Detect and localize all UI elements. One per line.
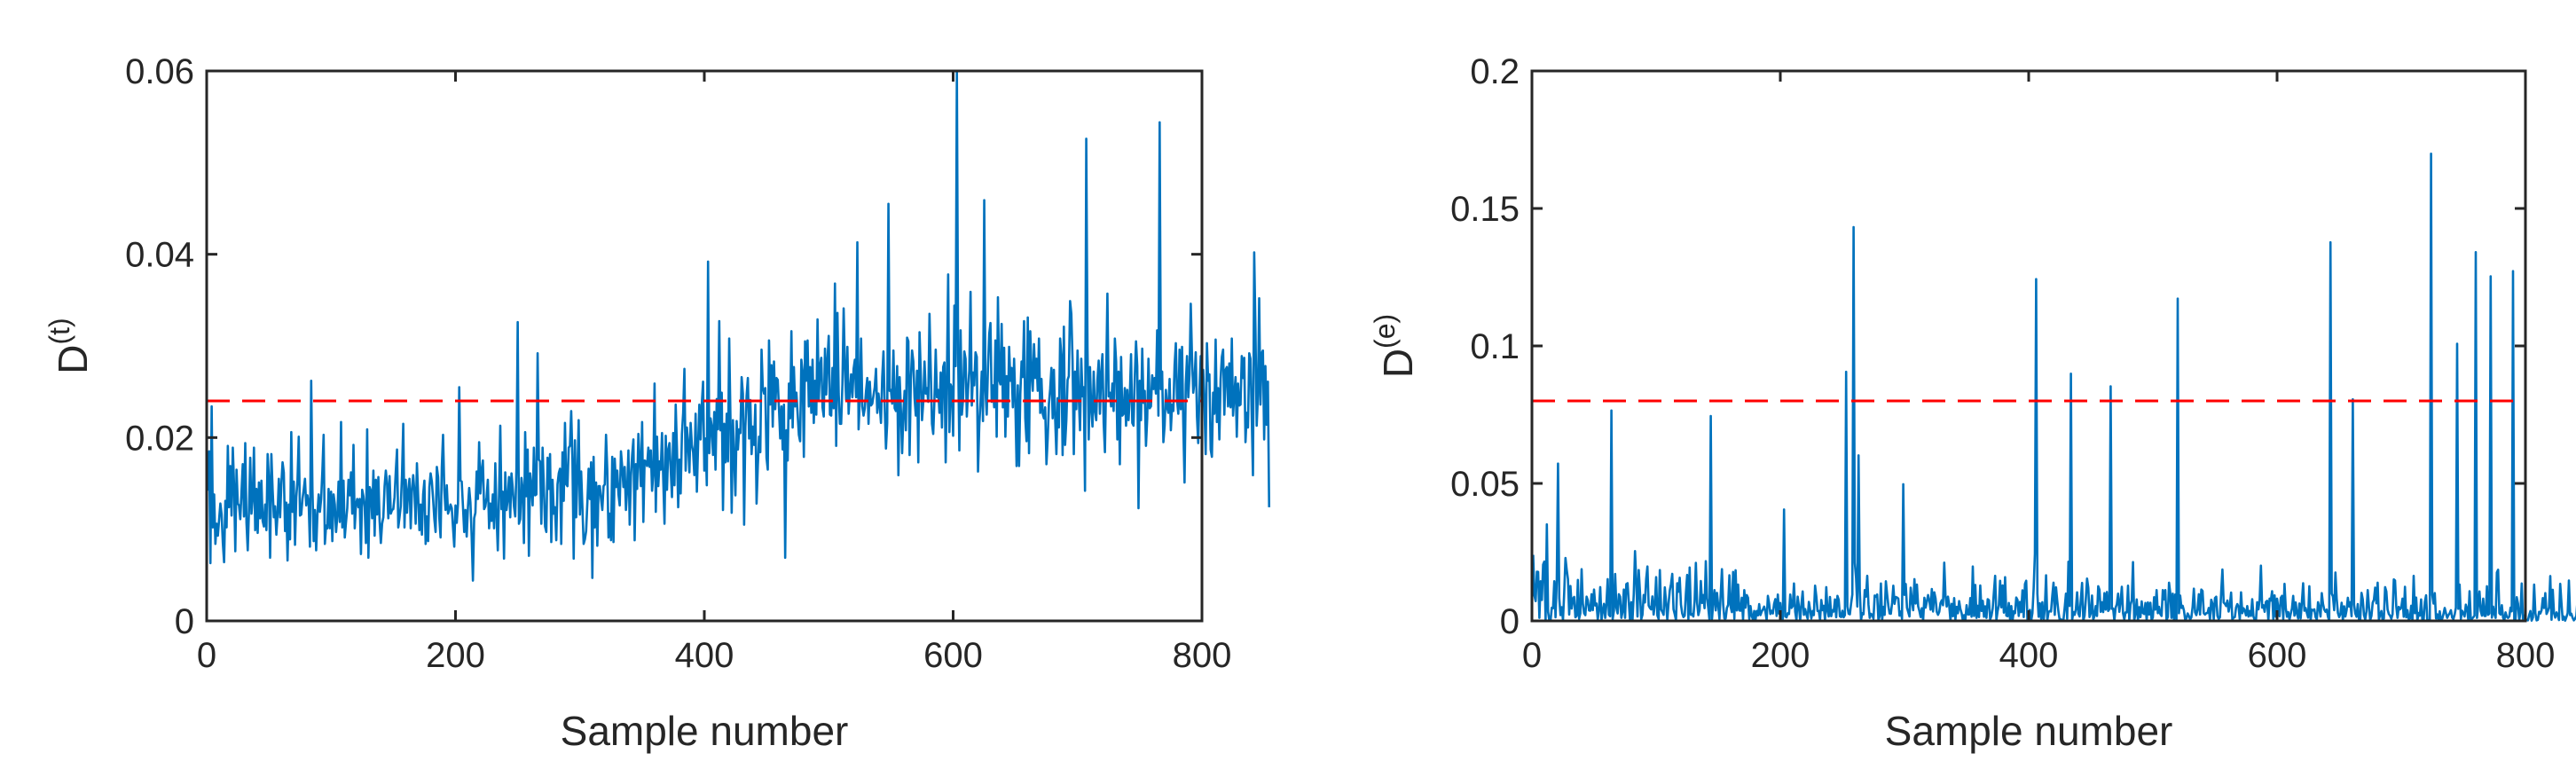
x-tick-label: 0 [1522, 636, 1542, 675]
x-tick-label: 200 [426, 636, 485, 675]
x-tick-label: 400 [675, 636, 734, 675]
series-line-left-0 [207, 70, 1271, 582]
x-tick-label: 600 [923, 636, 983, 675]
y-tick-label: 0.02 [125, 419, 194, 458]
y-tick-label: 0 [1500, 602, 1520, 641]
x-tick-label: 400 [1999, 636, 2059, 675]
series-line-right-0 [1532, 153, 2576, 622]
x-tick-label: 600 [2248, 636, 2307, 675]
y-tick-label: 0.2 [1470, 52, 1520, 91]
x-axis-title-right: Sample number [1885, 708, 2173, 754]
x-ticks-left: 0 200 400 600 800 [197, 71, 1232, 675]
y-ticks-right: 0 0.05 0.1 0.15 0.2 [1450, 52, 2525, 641]
y-tick-label: 0.15 [1450, 190, 1520, 229]
chart-left: 0 200 400 600 800 0 0.02 0.04 0.06 Sample numbe… [43, 52, 1271, 754]
y-ticks-left: 0 0.02 0.04 0.06 [125, 52, 1202, 641]
chart-right: 0 200 400 600 800 0 0.05 0.1 0.15 0.2 Sample num… [1369, 52, 2576, 754]
x-ticks-right: 0 200 400 600 800 [1522, 71, 2556, 675]
plot-area-right [1532, 71, 2525, 621]
y-axis-title-sup-right: (e) [1369, 314, 1401, 349]
y-axis-title-right: D(e) [1369, 314, 1421, 378]
x-tick-label: 0 [197, 636, 216, 675]
y-tick-label: 0 [175, 602, 194, 641]
x-axis-title-left: Sample number [561, 708, 849, 754]
x-tick-label: 800 [2496, 636, 2556, 675]
marks-left [207, 70, 1271, 582]
marks-right [1532, 153, 2576, 622]
y-axis-title-sup-left: (t) [43, 318, 75, 344]
y-axis-title-base-left: D [50, 344, 96, 373]
y-tick-label: 0.04 [125, 236, 194, 275]
y-tick-label: 0.05 [1450, 465, 1520, 504]
y-tick-label: 0.06 [125, 52, 194, 91]
plot-area-left [207, 71, 1202, 621]
y-axis-title-base-right: D [1375, 349, 1421, 378]
y-axis-title-left: D(t) [43, 318, 96, 373]
x-tick-label: 200 [1751, 636, 1810, 675]
x-tick-label: 800 [1173, 636, 1232, 675]
y-tick-label: 0.1 [1470, 327, 1520, 366]
